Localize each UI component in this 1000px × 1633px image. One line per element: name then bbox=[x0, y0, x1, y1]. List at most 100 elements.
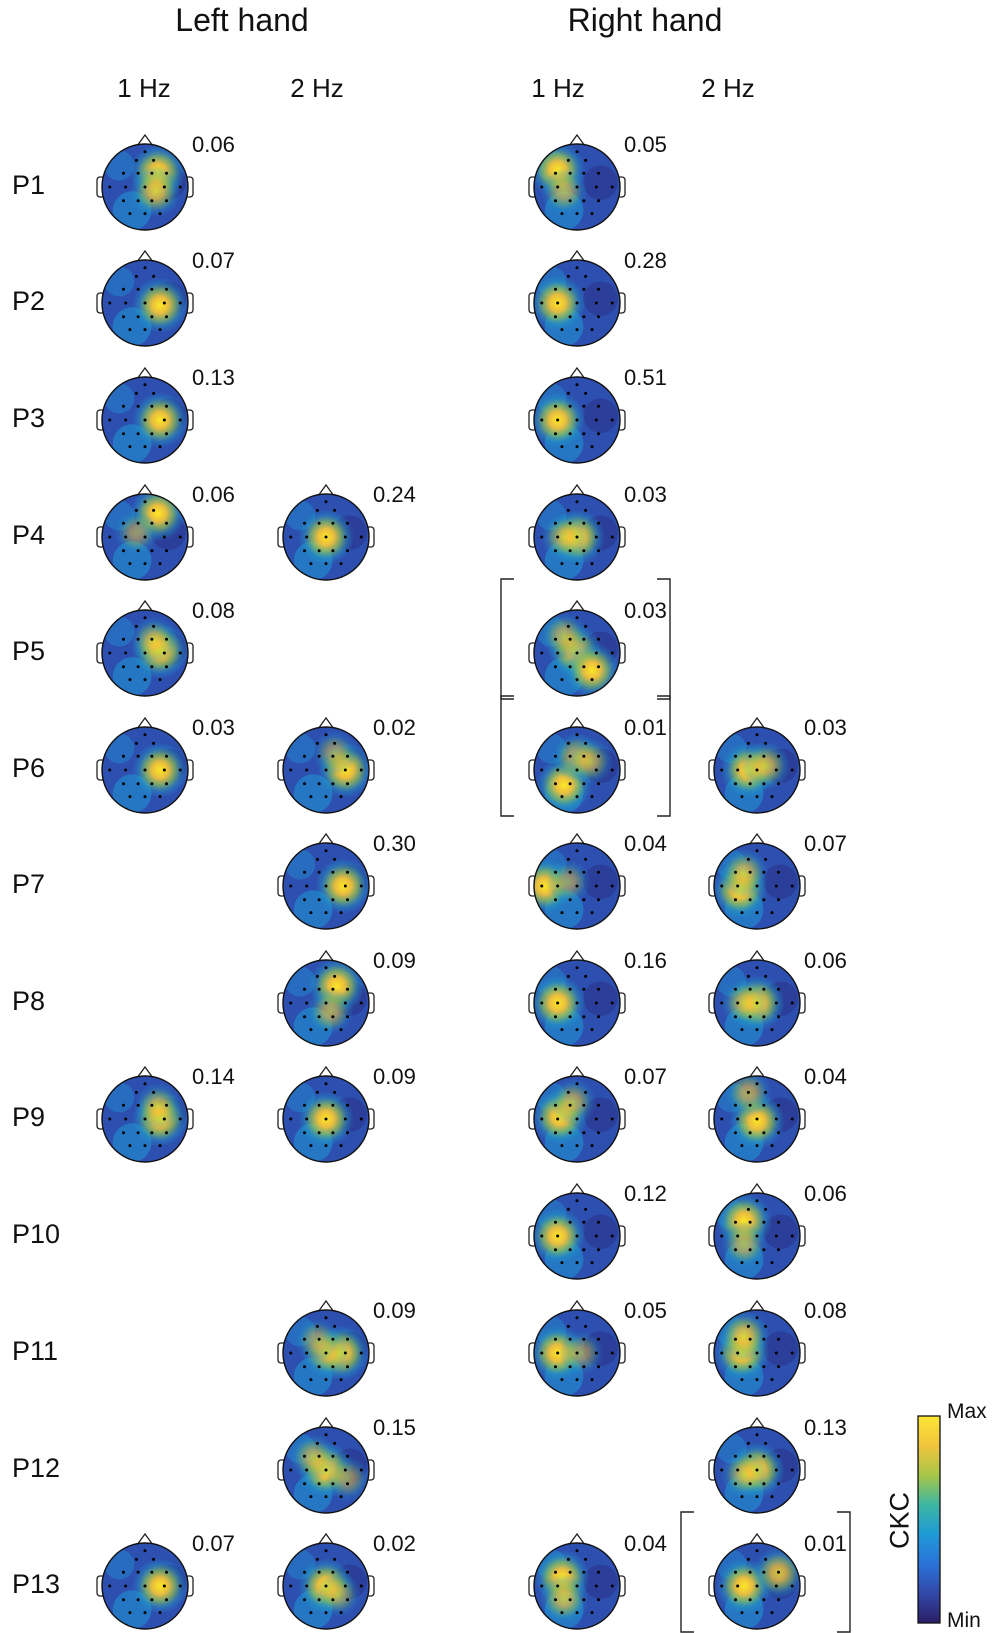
electrode bbox=[143, 562, 147, 566]
electrode bbox=[324, 849, 328, 853]
electrode bbox=[560, 212, 564, 216]
electrode bbox=[143, 651, 147, 655]
electrode bbox=[764, 974, 768, 978]
electrode bbox=[755, 768, 759, 772]
electrode bbox=[143, 500, 147, 504]
electrode bbox=[777, 987, 780, 991]
electrode bbox=[317, 1482, 321, 1486]
electrode bbox=[165, 404, 168, 408]
electrode bbox=[597, 898, 600, 902]
electrode bbox=[720, 884, 724, 888]
electrode bbox=[128, 328, 132, 332]
ckc-value: 0.08 bbox=[192, 598, 235, 623]
electrode bbox=[734, 1015, 737, 1019]
head-outline bbox=[713, 1075, 801, 1163]
ckc-value: 0.07 bbox=[192, 248, 235, 273]
ckc-value: 0.02 bbox=[373, 1531, 416, 1556]
electrode bbox=[324, 1001, 328, 1005]
electrode bbox=[575, 1234, 579, 1238]
electrode bbox=[736, 768, 740, 772]
electrode bbox=[568, 315, 572, 319]
electrode bbox=[317, 754, 321, 758]
electrode bbox=[762, 1015, 766, 1019]
nose bbox=[317, 1065, 335, 1079]
hotspot bbox=[289, 1433, 337, 1481]
participant-label: P13 bbox=[12, 1569, 61, 1599]
electrode bbox=[748, 987, 752, 991]
electrode bbox=[734, 1337, 737, 1341]
electrode bbox=[755, 1234, 759, 1238]
electrode bbox=[755, 1468, 759, 1472]
ckc-value: 0.01 bbox=[804, 1531, 847, 1556]
electrode bbox=[748, 1015, 752, 1019]
electrode bbox=[720, 768, 724, 772]
hotspot bbox=[720, 1220, 768, 1269]
electrode bbox=[755, 966, 759, 970]
electrode bbox=[584, 158, 588, 162]
nose bbox=[568, 1299, 586, 1313]
electrode bbox=[790, 884, 794, 888]
electrode bbox=[774, 1234, 778, 1238]
electrode bbox=[770, 1261, 774, 1265]
electrode bbox=[748, 870, 752, 874]
electrode bbox=[777, 1482, 780, 1486]
electrode bbox=[150, 315, 154, 319]
electrode bbox=[122, 199, 125, 203]
ckc-value: 0.08 bbox=[804, 1298, 847, 1323]
electrode bbox=[584, 1557, 588, 1561]
electrode bbox=[777, 754, 780, 758]
electrode bbox=[331, 1337, 335, 1341]
colorbar-title: CKC bbox=[884, 1492, 915, 1550]
electrode bbox=[134, 741, 138, 745]
electrode bbox=[150, 1131, 154, 1135]
electrode bbox=[143, 1584, 147, 1588]
electrode bbox=[152, 508, 156, 512]
electrode bbox=[556, 884, 560, 888]
electrode bbox=[755, 911, 759, 915]
topomap bbox=[96, 366, 194, 464]
electrode bbox=[568, 521, 572, 525]
electrode bbox=[770, 1028, 774, 1032]
electrode bbox=[584, 741, 588, 745]
electrode bbox=[343, 1351, 347, 1355]
electrode bbox=[590, 1028, 594, 1032]
electrode bbox=[165, 637, 168, 641]
electrode bbox=[346, 1570, 349, 1574]
head-outline bbox=[101, 609, 189, 697]
electrode bbox=[594, 884, 598, 888]
electrode bbox=[582, 1220, 586, 1224]
electrode bbox=[150, 754, 154, 758]
electrode bbox=[122, 1570, 125, 1574]
electrode bbox=[575, 185, 579, 189]
electrode bbox=[597, 637, 600, 641]
electrode bbox=[143, 418, 147, 422]
topomap bbox=[277, 1065, 375, 1163]
ckc-value: 0.07 bbox=[804, 831, 847, 856]
electrode bbox=[324, 1082, 328, 1086]
electrode bbox=[734, 987, 737, 991]
electrode bbox=[303, 1570, 306, 1574]
electrode bbox=[597, 199, 600, 203]
electrode bbox=[339, 911, 343, 915]
electrode bbox=[597, 287, 600, 291]
electrode bbox=[128, 795, 132, 799]
electrode bbox=[122, 404, 125, 408]
electrode bbox=[165, 287, 168, 291]
electrode bbox=[143, 212, 147, 216]
electrode bbox=[165, 432, 168, 436]
subheader-left-1hz: 1 Hz bbox=[117, 73, 171, 103]
nose bbox=[136, 366, 154, 380]
electrode bbox=[333, 508, 337, 512]
hotspot bbox=[312, 730, 358, 776]
electrode bbox=[582, 637, 586, 641]
nose bbox=[317, 1299, 335, 1313]
electrode bbox=[575, 733, 579, 737]
electrode bbox=[540, 1584, 544, 1588]
head-outline bbox=[713, 726, 801, 814]
electrode bbox=[762, 1103, 766, 1107]
electrode bbox=[346, 1454, 349, 1458]
electrode bbox=[610, 1234, 614, 1238]
electrode bbox=[309, 1028, 313, 1032]
electrode bbox=[108, 1584, 112, 1588]
head-outline bbox=[101, 259, 189, 347]
